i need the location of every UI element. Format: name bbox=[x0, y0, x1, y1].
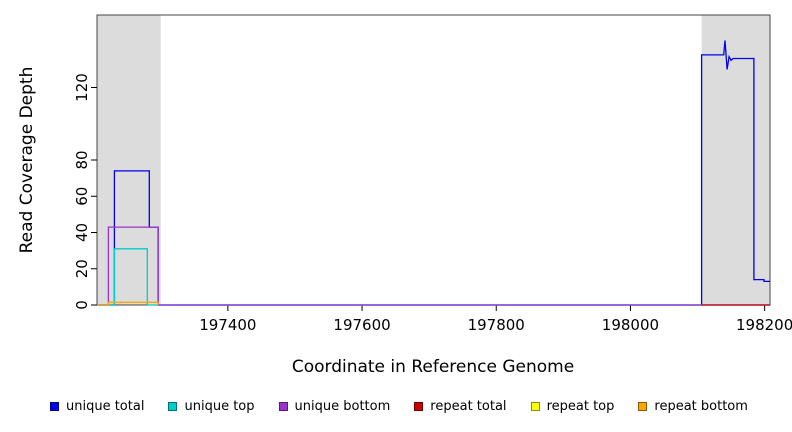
legend-label-unique-bottom: unique bottom bbox=[294, 399, 391, 414]
legend-marker-repeat-bottom bbox=[638, 402, 648, 411]
y-tick-label: 80 bbox=[73, 150, 91, 169]
shaded-region bbox=[97, 15, 161, 305]
y-axis-title: Read Coverage Depth bbox=[17, 66, 37, 254]
legend-item-repeat-top: repeat top bbox=[530, 399, 615, 414]
legend-marker-repeat-top bbox=[530, 402, 540, 411]
legend-item-unique-top: unique top bbox=[168, 399, 255, 414]
legend-label-repeat-top: repeat top bbox=[546, 399, 615, 414]
series-line-unique-total bbox=[97, 40, 770, 306]
legend-marker-unique-total bbox=[50, 402, 59, 411]
legend-label-unique-top: unique top bbox=[184, 399, 255, 414]
y-tick-label: 20 bbox=[73, 259, 91, 278]
legend: unique total unique top unique bottom re… bbox=[0, 399, 792, 414]
x-tick-label: 197600 bbox=[333, 316, 390, 334]
legend-item-repeat-bottom: repeat bottom bbox=[638, 399, 748, 414]
series-line-unique-bottom bbox=[97, 226, 770, 306]
legend-marker-repeat-total bbox=[414, 402, 424, 411]
x-tick-label: 197800 bbox=[468, 316, 525, 334]
y-tick-label: 60 bbox=[73, 187, 91, 206]
legend-item-unique-bottom: unique bottom bbox=[278, 399, 391, 414]
shaded-region bbox=[701, 15, 770, 305]
y-tick-label: 0 bbox=[73, 300, 91, 310]
y-tick-label: 120 bbox=[73, 73, 91, 102]
series-line-unique-top bbox=[97, 248, 770, 306]
x-axis-title: Coordinate in Reference Genome bbox=[291, 357, 575, 377]
legend-marker-unique-top bbox=[168, 402, 178, 411]
x-tick-label: 197400 bbox=[199, 316, 256, 334]
legend-label-unique-total: unique total bbox=[66, 399, 145, 414]
series-line-repeat-bottom bbox=[97, 301, 159, 306]
x-tick-label: 198200 bbox=[736, 316, 792, 334]
plot-border bbox=[96, 14, 771, 306]
legend-label-repeat-bottom: repeat bottom bbox=[654, 399, 748, 414]
y-tick-label: 40 bbox=[73, 223, 91, 242]
x-tick-label: 198000 bbox=[602, 316, 659, 334]
legend-label-repeat-total: repeat total bbox=[430, 399, 507, 414]
legend-item-repeat-total: repeat total bbox=[414, 399, 507, 414]
legend-marker-unique-bottom bbox=[278, 402, 288, 411]
legend-item-unique-total: unique total bbox=[50, 399, 144, 414]
